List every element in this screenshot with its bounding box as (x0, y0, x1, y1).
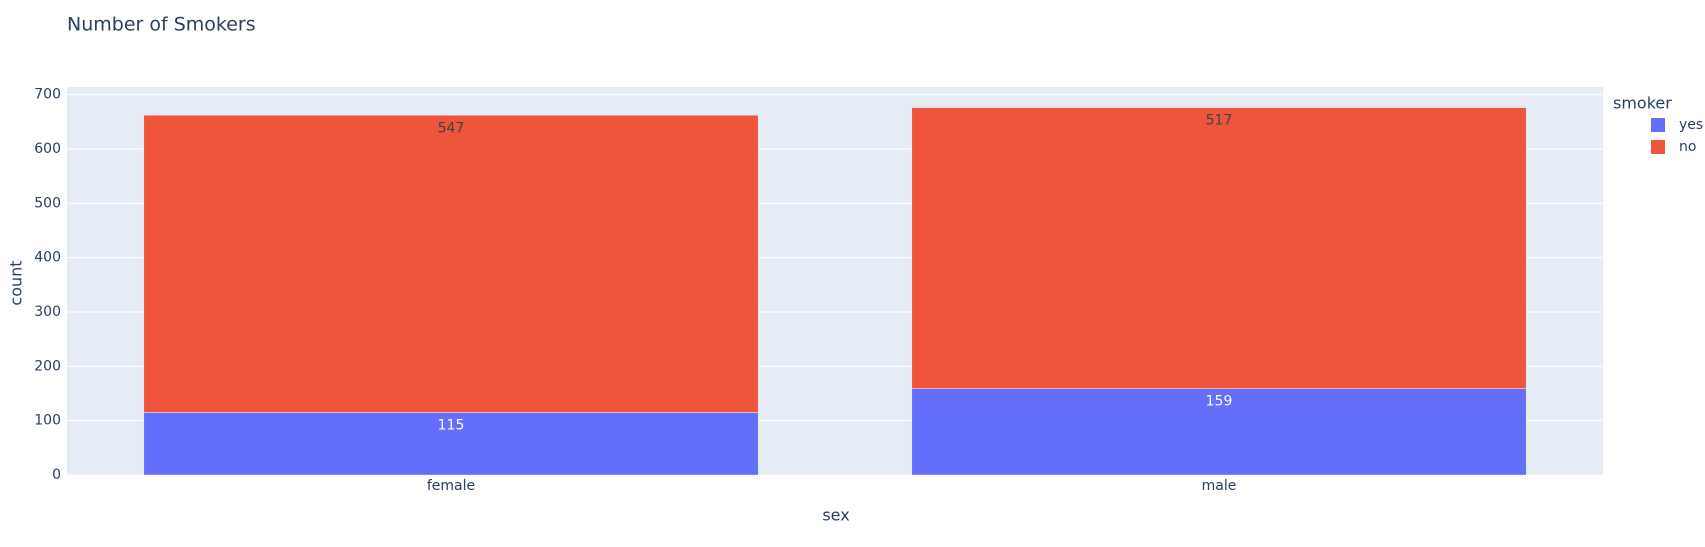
data-label: 159 (1206, 394, 1233, 410)
legend-label: no (1679, 139, 1696, 155)
data-label: 517 (1206, 113, 1233, 129)
y-tick-label: 400 (34, 250, 61, 266)
y-tick-label: 300 (34, 304, 61, 320)
bar (143, 412, 759, 476)
data-label: 547 (438, 120, 465, 136)
y-tick-label: 600 (34, 141, 61, 157)
legend-title: smoker (1613, 94, 1672, 113)
y-axis-label: count (7, 260, 26, 305)
data-label: 115 (438, 418, 465, 434)
legend-swatch (1651, 140, 1665, 154)
legend-label: yes (1679, 117, 1703, 133)
x-axis-label: sex (822, 506, 849, 525)
x-tick-label: male (1202, 478, 1237, 494)
bar (911, 388, 1527, 476)
y-tick-label: 700 (34, 87, 61, 103)
bar (911, 107, 1527, 389)
x-tick-label: female (427, 478, 475, 494)
y-tick-label: 0 (52, 467, 61, 483)
bar (143, 115, 759, 413)
y-tick-label: 100 (34, 413, 61, 429)
legend-swatch (1651, 118, 1665, 132)
y-tick-label: 200 (34, 358, 61, 374)
chart-title: Number of Smokers (67, 14, 256, 36)
y-tick-label: 500 (34, 195, 61, 211)
